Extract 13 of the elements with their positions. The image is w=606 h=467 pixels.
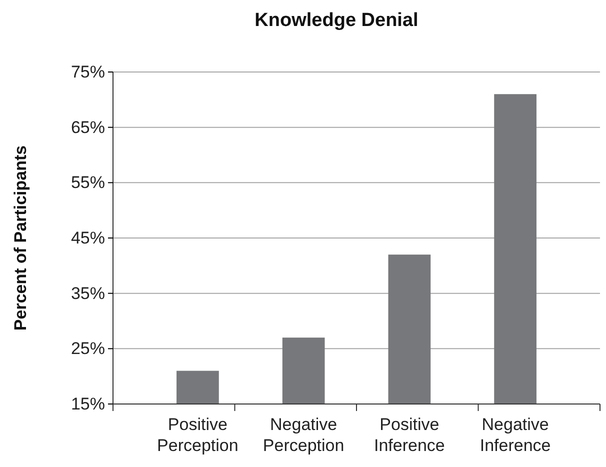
y-tick-label: 15% [70, 394, 105, 414]
y-tick-label: 25% [70, 339, 105, 358]
y-axis-title: Percent of Participants [11, 145, 30, 331]
y-tick-label: 65% [70, 118, 105, 137]
x-tick-label: Positive Perception [157, 415, 238, 455]
y-tick-label: 55% [70, 173, 105, 192]
x-tick-label: Negative Inference [480, 415, 551, 455]
y-tick-label: 45% [70, 228, 105, 248]
y-tick-label: 35% [70, 284, 105, 303]
x-tick-label: Positive Inference [374, 415, 445, 455]
y-tick-label: 75% [70, 62, 105, 82]
chart-title: Knowledge Denial [254, 10, 418, 31]
x-tick-label: Negative Perception [262, 415, 344, 455]
